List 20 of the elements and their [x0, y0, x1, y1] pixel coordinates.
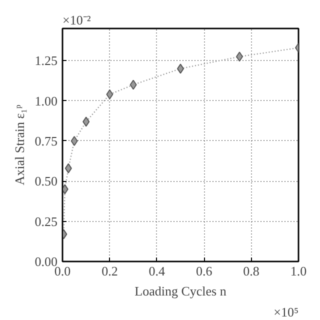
x-tick-label: 0.8	[243, 264, 260, 278]
y-tick-label: 1.25	[34, 53, 58, 68]
y-tick-label: 0.50	[34, 174, 58, 189]
text: ×10⁵	[274, 304, 299, 320]
point	[82, 116, 90, 127]
point	[130, 80, 137, 90]
y-tick-label: 0.00	[34, 254, 58, 269]
y-axis-title: Axial Strain ε₁ᵖ	[12, 104, 27, 186]
x-tick-label: 0.2	[102, 264, 118, 278]
y-tick-label: 1.00	[34, 93, 58, 108]
point	[64, 163, 72, 174]
point	[70, 136, 78, 146]
point	[106, 89, 114, 100]
x-tick-label: 0.4	[148, 264, 166, 278]
x-tick-label: 0.6	[196, 264, 213, 278]
text: ×10⁻²	[62, 12, 91, 28]
y-tick-label: 0.25	[34, 214, 58, 229]
y-tick-label: 0.75	[34, 133, 58, 148]
x-tick-label: 1.0	[290, 264, 307, 278]
x-axis-title: Loading Cycles n	[134, 284, 227, 298]
